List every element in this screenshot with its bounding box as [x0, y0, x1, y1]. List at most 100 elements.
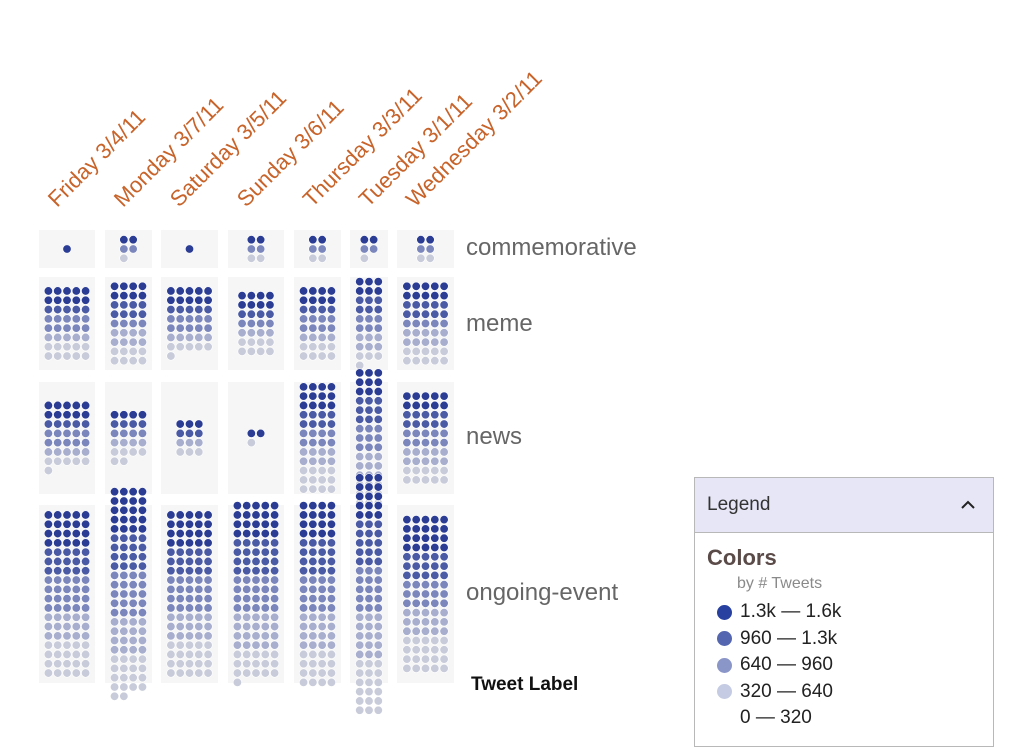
- tweet-dot[interactable]: [110, 561, 120, 571]
- tweet-dot[interactable]: [439, 663, 449, 673]
- tweet-dot[interactable]: [166, 547, 176, 557]
- tweet-dot[interactable]: [299, 659, 309, 669]
- tweet-dot[interactable]: [308, 332, 318, 342]
- tweet-dot[interactable]: [411, 552, 421, 562]
- tweet-dot[interactable]: [364, 677, 374, 687]
- tweet-dot[interactable]: [166, 575, 176, 585]
- tweet-dot[interactable]: [81, 584, 91, 594]
- tweet-dot[interactable]: [246, 253, 256, 263]
- tweet-dot[interactable]: [194, 668, 204, 678]
- tweet-dot[interactable]: [439, 645, 449, 655]
- tweet-dot[interactable]: [194, 566, 204, 576]
- tweet-dot[interactable]: [355, 323, 365, 333]
- tweet-dot[interactable]: [166, 538, 176, 548]
- tweet-dot[interactable]: [402, 608, 412, 618]
- tweet-dot[interactable]: [299, 594, 309, 604]
- tweet-dot[interactable]: [430, 346, 440, 356]
- tweet-dot[interactable]: [411, 447, 421, 457]
- tweet-dot[interactable]: [137, 515, 147, 525]
- tweet-dot[interactable]: [71, 295, 81, 305]
- tweet-dot[interactable]: [430, 356, 440, 366]
- tweet-dot[interactable]: [43, 612, 53, 622]
- tweet-dot[interactable]: [185, 419, 195, 429]
- tweet-dot[interactable]: [373, 640, 383, 650]
- tweet-dot[interactable]: [71, 286, 81, 296]
- tweet-dot[interactable]: [110, 570, 120, 580]
- tweet-dot[interactable]: [110, 598, 120, 608]
- tweet-dot[interactable]: [299, 510, 309, 520]
- tweet-dot[interactable]: [260, 547, 270, 557]
- tweet-dot[interactable]: [373, 433, 383, 443]
- tweet-dot[interactable]: [166, 286, 176, 296]
- tweet-dot[interactable]: [62, 438, 72, 448]
- tweet-dot[interactable]: [119, 691, 129, 701]
- tweet-dot[interactable]: [166, 640, 176, 650]
- tweet-dot[interactable]: [175, 659, 185, 669]
- tweet-dot[interactable]: [128, 635, 138, 645]
- tweet-dot[interactable]: [326, 510, 336, 520]
- tweet-dot[interactable]: [364, 452, 374, 462]
- tweet-dot[interactable]: [251, 640, 261, 650]
- tweet-dot[interactable]: [251, 538, 261, 548]
- tweet-dot[interactable]: [326, 305, 336, 315]
- tweet-dot[interactable]: [411, 291, 421, 301]
- tweet-dot[interactable]: [326, 382, 336, 392]
- tweet-dot[interactable]: [81, 566, 91, 576]
- tweet-dot[interactable]: [373, 510, 383, 520]
- tweet-dot[interactable]: [110, 673, 120, 683]
- tweet-dot[interactable]: [62, 351, 72, 361]
- tweet-dot[interactable]: [203, 668, 213, 678]
- tweet-dot[interactable]: [364, 323, 374, 333]
- tweet-dot[interactable]: [175, 342, 185, 352]
- tweet-dot[interactable]: [317, 547, 327, 557]
- tweet-dot[interactable]: [373, 556, 383, 566]
- tweet-dot[interactable]: [270, 659, 280, 669]
- tweet-dot[interactable]: [411, 309, 421, 319]
- tweet-dot[interactable]: [317, 295, 327, 305]
- tweet-dot[interactable]: [53, 631, 63, 641]
- tweet-dot[interactable]: [299, 391, 309, 401]
- tweet-dot[interactable]: [203, 622, 213, 632]
- tweet-dot[interactable]: [411, 645, 421, 655]
- tweet-dot[interactable]: [317, 253, 327, 263]
- tweet-dot[interactable]: [373, 332, 383, 342]
- tweet-dot[interactable]: [373, 547, 383, 557]
- tweet-dot[interactable]: [317, 447, 327, 457]
- tweet-dot[interactable]: [137, 552, 147, 562]
- tweet-dot[interactable]: [355, 461, 365, 471]
- tweet-dot[interactable]: [308, 677, 318, 687]
- tweet-dot[interactable]: [185, 649, 195, 659]
- tweet-dot[interactable]: [119, 328, 129, 338]
- tweet-dot[interactable]: [411, 318, 421, 328]
- tweet-dot[interactable]: [411, 456, 421, 466]
- tweet-dot[interactable]: [355, 631, 365, 641]
- tweet-dot[interactable]: [364, 631, 374, 641]
- tweet-dot[interactable]: [119, 561, 129, 571]
- tweet-dot[interactable]: [416, 244, 426, 254]
- tweet-dot[interactable]: [260, 603, 270, 613]
- tweet-dot[interactable]: [402, 456, 412, 466]
- tweet-dot[interactable]: [411, 617, 421, 627]
- tweet-dot[interactable]: [317, 510, 327, 520]
- tweet-dot[interactable]: [308, 466, 318, 476]
- tweet-dot[interactable]: [71, 529, 81, 539]
- tweet-dot[interactable]: [439, 617, 449, 627]
- tweet-dot[interactable]: [430, 428, 440, 438]
- tweet-dot[interactable]: [71, 649, 81, 659]
- tweet-dot[interactable]: [430, 524, 440, 534]
- tweet-dot[interactable]: [411, 608, 421, 618]
- tweet-dot[interactable]: [260, 566, 270, 576]
- tweet-dot[interactable]: [355, 360, 365, 370]
- tweet-dot[interactable]: [53, 305, 63, 315]
- tweet-dot[interactable]: [420, 356, 430, 366]
- tweet-dot[interactable]: [71, 659, 81, 669]
- tweet-dot[interactable]: [251, 594, 261, 604]
- tweet-dot[interactable]: [373, 452, 383, 462]
- tweet-dot[interactable]: [317, 410, 327, 420]
- tweet-dot[interactable]: [420, 346, 430, 356]
- tweet-dot[interactable]: [128, 346, 138, 356]
- tweet-dot[interactable]: [194, 649, 204, 659]
- tweet-dot[interactable]: [119, 617, 129, 627]
- tweet-dot[interactable]: [439, 456, 449, 466]
- tweet-dot[interactable]: [420, 438, 430, 448]
